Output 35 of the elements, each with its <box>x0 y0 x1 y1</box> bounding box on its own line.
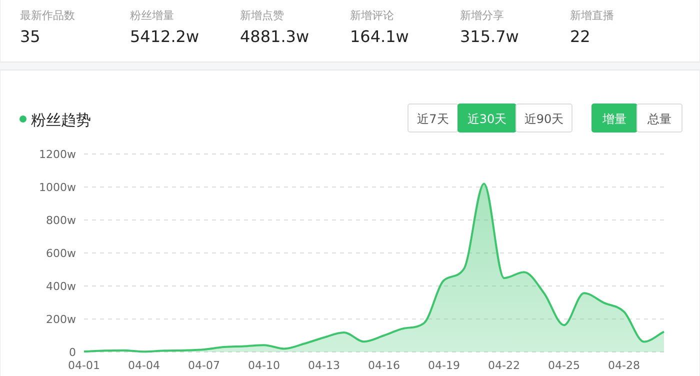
x-tick-label: 04-07 <box>188 359 220 372</box>
text: 新增评论 <box>350 9 394 22</box>
y-tick-label: 800w <box>46 214 76 227</box>
y-tick-label: 400w <box>46 280 76 293</box>
x-tick-label: 04-04 <box>128 359 160 372</box>
x-tick-label: 04-10 <box>248 359 280 372</box>
y-tick-label: 1200w <box>39 148 76 161</box>
text: 新增分享 <box>460 9 504 22</box>
text: 最新作品数 <box>20 9 75 22</box>
x-tick-label: 04-01 <box>68 359 100 372</box>
text: 22 <box>570 27 590 46</box>
text: 35 <box>20 27 40 46</box>
text: 近7天 <box>417 112 449 126</box>
text: 增量 <box>602 112 626 126</box>
text: 近90天 <box>524 112 564 126</box>
chart-title: 粉丝趋势 <box>31 111 91 129</box>
x-tick-label: 04-13 <box>308 359 340 372</box>
y-tick-label: 1000w <box>39 181 76 194</box>
text: 315.7w <box>460 27 519 46</box>
y-tick-label: 0 <box>69 346 76 359</box>
text: 近30天 <box>467 112 507 126</box>
y-tick-label: 600w <box>46 247 76 260</box>
text: 164.1w <box>350 27 409 46</box>
x-tick-label: 04-16 <box>368 359 400 372</box>
text: 总量 <box>646 112 672 126</box>
text: 4881.3w <box>240 27 310 46</box>
y-tick-label: 200w <box>46 313 76 326</box>
text: 5412.2w <box>130 27 200 46</box>
text: 新增直播 <box>570 9 614 22</box>
x-tick-label: 04-19 <box>428 359 460 372</box>
x-tick-label: 04-28 <box>608 359 640 372</box>
text: 新增点赞 <box>240 9 284 22</box>
x-tick-label: 04-22 <box>488 359 520 372</box>
text: 粉丝增量 <box>130 9 174 22</box>
x-tick-label: 04-25 <box>548 359 580 372</box>
